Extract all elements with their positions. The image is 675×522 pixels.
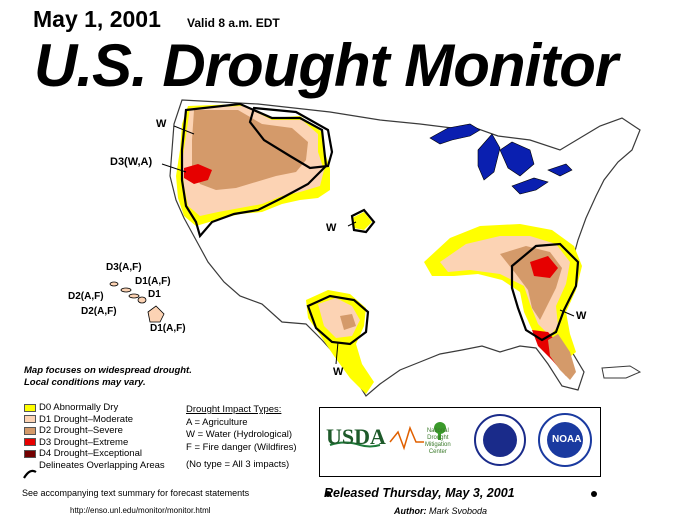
legend-label-d4: D4 Drought–Exceptional (39, 448, 142, 459)
hawaii-label-d3-af: D3(A,F) (106, 262, 142, 273)
author-label: Author: (394, 506, 427, 516)
noaa-logo-text: NOAA (552, 434, 582, 445)
leader-w-texas (335, 341, 339, 365)
impact-a: A = Agriculture (186, 416, 248, 428)
leader-d3 (161, 163, 187, 173)
impact-types: Drought Impact Types: A = Agriculture W … (186, 404, 297, 472)
seal-logo-icon (474, 414, 526, 466)
hawaii-islands (109, 281, 165, 323)
author-name: Mark Svoboda (429, 506, 488, 516)
noaa-logo-icon (538, 413, 592, 467)
ndmc-logo-text: National Drought Mitigation Center (425, 428, 451, 456)
leader-w-northwest (173, 125, 195, 135)
ndmc-line-4: Center (428, 449, 447, 455)
tx-overlap-outline (306, 294, 370, 346)
ndmc-line-1: National (426, 428, 449, 434)
label-w-central: W (326, 222, 337, 234)
bullet-left (325, 491, 331, 497)
legend-label-d0: D0 Abnormally Dry (39, 402, 119, 413)
hawaii-label-d2-af-a: D2(A,F) (68, 291, 104, 302)
label-d3-wa: D3(W,A) (110, 156, 153, 168)
central-overlap-outline (350, 208, 376, 234)
legend-label-d2: D2 Drought–Severe (39, 425, 123, 436)
legend-label-d1: D1 Drought–Moderate (39, 413, 133, 425)
nw-overlap-outline (180, 102, 328, 239)
note-line-2: Local conditions may vary. (24, 377, 146, 388)
author: Author: Mark Svoboda (394, 506, 487, 516)
central-d0-area (352, 212, 372, 230)
map-date: May 1, 2001 (33, 6, 161, 32)
label-w-southeast: W (576, 310, 587, 322)
legend-swatch-d2 (24, 426, 36, 435)
see-accompanying-text: See accompanying text summary for foreca… (22, 488, 250, 498)
agency-logos: USDA National Drought Mitigation Center … (319, 407, 601, 477)
legend-swatch-d0 (24, 403, 36, 412)
legend-item-d2: D2 Drought–Severe (24, 425, 165, 437)
label-w-northwest: W (156, 118, 167, 130)
usda-logo-icon (329, 441, 381, 448)
se-d3-area (530, 256, 572, 376)
map-note: Map focuses on widespread drought. Local… (24, 365, 192, 389)
legend: D0 Abnormally Dry D1 Drought–Moderate D2… (24, 402, 165, 471)
puerto-rico (601, 365, 642, 379)
great-lakes (429, 123, 573, 195)
ndmc-logo-icon (389, 422, 446, 451)
label-w-texas: W (333, 366, 344, 378)
ndmc-line-2: Drought (427, 435, 449, 441)
ndmc-line-3: Mitigation (425, 442, 451, 448)
hawaii-label-d1-af-a: D1(A,F) (135, 276, 171, 287)
legend-item-d1: D1 Drought–Moderate (24, 414, 165, 426)
legend-item-d0: D0 Abnormally Dry (24, 402, 165, 414)
bullet-right (591, 491, 597, 497)
hawaii-label-d2-af-b: D2(A,F) (81, 306, 117, 317)
impact-f: F = Fire danger (Wildfires) (186, 441, 297, 453)
nw-d2-area (192, 110, 308, 190)
legend-item-overlap: Delineates Overlapping Areas (24, 460, 165, 472)
legend-swatch-d4 (24, 449, 36, 458)
usda-logo-text: USDA (326, 424, 386, 449)
tx-d2-area (340, 314, 356, 330)
monitor-url[interactable]: http://enso.unl.edu/monitor/monitor.html (70, 506, 211, 515)
legend-label-d3: D3 Drought–Extreme (39, 436, 129, 448)
note-line-1: Map focuses on widespread drought. (24, 365, 192, 376)
valid-time: Valid 8 a.m. EDT (187, 16, 280, 30)
legend-overlap-line-icon (23, 469, 37, 479)
impact-w: W = Water (Hydrological) (186, 429, 293, 440)
legend-label-overlap: Delineates Overlapping Areas (39, 459, 165, 471)
legend-item-d4: D4 Drought–Exceptional (24, 448, 165, 460)
hawaii-label-d1-af-b: D1(A,F) (150, 323, 186, 334)
se-overlap-outline (510, 242, 580, 342)
hawaii-label-d1: D1 (148, 289, 161, 300)
nw-d3-area (184, 164, 212, 184)
legend-item-d3: D3 Drought–Extreme (24, 437, 165, 449)
leader-w-central (347, 221, 357, 227)
fl-d2-area (548, 334, 576, 380)
legend-swatch-d1 (24, 415, 36, 424)
nw-overlap-outline-2 (248, 106, 334, 170)
page-title: U.S. Drought Monitor (34, 32, 618, 99)
release-date: Released Thursday, May 3, 2001 (324, 486, 515, 500)
impact-heading: Drought Impact Types: (186, 404, 282, 415)
legend-swatch-d3 (24, 438, 36, 447)
leader-w-southeast (559, 309, 575, 317)
impact-none: (No type = All 3 impacts) (186, 459, 290, 470)
